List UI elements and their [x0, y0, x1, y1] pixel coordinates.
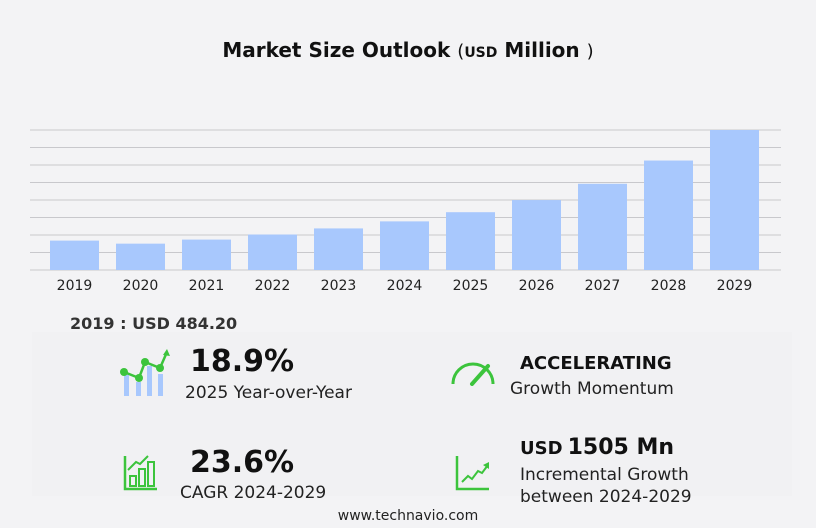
title-paren: ( — [457, 41, 465, 62]
bar-2024 — [380, 221, 429, 270]
x-tick-label: 2021 — [189, 278, 225, 294]
title-paren: ) — [586, 41, 594, 62]
base-year-value: 2019 : USD 484.20 — [70, 314, 238, 333]
x-tick-label: 2025 — [453, 278, 489, 294]
kpi-panel — [32, 332, 792, 496]
bar-2019 — [50, 240, 99, 270]
momentum-value: ACCELERATING — [520, 353, 672, 374]
incremental-amount: 1505 Mn — [567, 435, 675, 460]
bar-2027 — [578, 183, 627, 270]
chart-title: Market Size Outlook (USD Million ) — [0, 38, 816, 62]
bar-2026 — [512, 200, 561, 270]
bar-2022 — [248, 234, 297, 270]
x-tick-label: 2022 — [255, 278, 291, 294]
speedometer-icon — [451, 362, 495, 386]
title-text: Market Size Outlook — [222, 38, 451, 62]
growth-chart-icon — [120, 349, 170, 396]
bar-2020 — [116, 243, 165, 270]
x-tick-label: 2023 — [321, 278, 357, 294]
x-tick-label: 2026 — [519, 278, 555, 294]
x-tick-label: 2019 — [57, 278, 93, 294]
x-tick-label: 2027 — [585, 278, 621, 294]
x-tick-label: 2029 — [717, 278, 753, 294]
bar-chart: 2019 2020 2021 2022 2023 2024 2025 2026 2027 2028… — [30, 129, 781, 294]
incremental-period: between 2024-2029 — [520, 487, 692, 507]
bar-2023 — [314, 228, 363, 270]
incremental-unit: USD — [520, 438, 563, 459]
x-tick-label: 2024 — [387, 278, 423, 294]
incremental-value: USD 1505 Mn — [520, 435, 674, 460]
bar-growth-icon — [123, 455, 157, 491]
title-unit2: Million — [504, 38, 580, 62]
bar-2021 — [182, 239, 231, 270]
momentum-label: Growth Momentum — [510, 379, 674, 399]
yoy-label: 2025 Year-over-Year — [185, 383, 352, 403]
yoy-value: 18.9% — [190, 344, 295, 379]
bar-2029 — [710, 130, 759, 270]
line-growth-icon — [455, 456, 489, 491]
x-tick-label: 2028 — [651, 278, 687, 294]
bar-2028 — [644, 160, 693, 270]
bar-2025 — [446, 212, 495, 270]
footer-url: www.technavio.com — [337, 508, 479, 524]
cagr-label: CAGR 2024-2029 — [180, 483, 327, 503]
x-tick-label: 2020 — [123, 278, 159, 294]
cagr-value: 23.6% — [190, 445, 295, 480]
incremental-label: Incremental Growth — [520, 465, 689, 485]
title-unit: USD — [464, 45, 498, 61]
